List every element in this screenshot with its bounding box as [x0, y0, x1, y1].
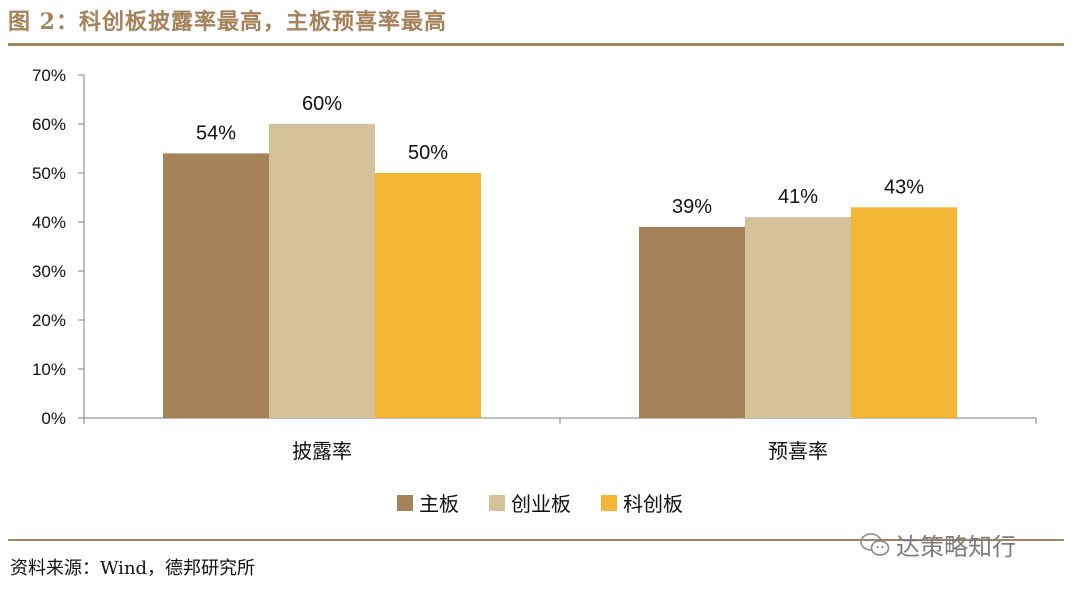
- x-category-label: 预喜率: [768, 439, 828, 463]
- data-label: 60%: [302, 93, 342, 115]
- bar: [851, 207, 957, 418]
- watermark-text: 达策略知行: [896, 533, 1016, 561]
- title-rule: [8, 43, 1064, 46]
- y-tick-label: 50%: [32, 164, 66, 183]
- data-label: 39%: [672, 196, 712, 218]
- bar: [745, 217, 851, 418]
- bar: [269, 124, 375, 418]
- footer-rule: [8, 539, 1064, 541]
- wechat-icon: [860, 532, 890, 556]
- legend-label-main-board: 主板: [419, 492, 459, 516]
- legend-swatch-main-board: [397, 494, 413, 511]
- y-tick-label: 20%: [32, 311, 66, 330]
- legend-item-main-board: 主板: [397, 488, 459, 517]
- y-tick-label: 70%: [32, 66, 66, 85]
- legend-label-chinext: 创业板: [511, 492, 571, 516]
- watermark: 达策略知行: [860, 527, 1016, 562]
- bar-chart: 0% 10% 20% 30% 40% 50% 60% 70% 54% 60% 50% 披露率 39% 41…: [32, 66, 1037, 463]
- chart-title: 图 2：科创板披露率最高，主板预喜率最高: [8, 9, 447, 35]
- legend-label-star-market: 科创板: [623, 492, 683, 516]
- bar: [163, 153, 269, 418]
- y-tick-label: 60%: [32, 115, 66, 134]
- source-note: 资料来源：Wind，德邦研究所: [10, 558, 256, 579]
- legend-swatch-chinext: [489, 494, 505, 511]
- legend-item-star-market: 科创板: [601, 488, 683, 517]
- data-label: 41%: [778, 186, 818, 208]
- y-tick-label: 30%: [32, 262, 66, 281]
- legend-swatch-star-market: [601, 494, 617, 511]
- x-category-label: 披露率: [292, 439, 352, 463]
- data-label: 54%: [196, 122, 236, 144]
- y-tick-label: 10%: [32, 360, 66, 379]
- y-tick-label: 40%: [32, 213, 66, 232]
- bar: [639, 226, 745, 418]
- y-tick-label: 0%: [41, 409, 66, 428]
- bar: [375, 173, 481, 418]
- legend-item-chinext: 创业板: [489, 488, 571, 517]
- legend: 主板 创业板 科创板: [0, 488, 1080, 517]
- data-label: 50%: [408, 142, 448, 164]
- data-label: 43%: [884, 176, 924, 198]
